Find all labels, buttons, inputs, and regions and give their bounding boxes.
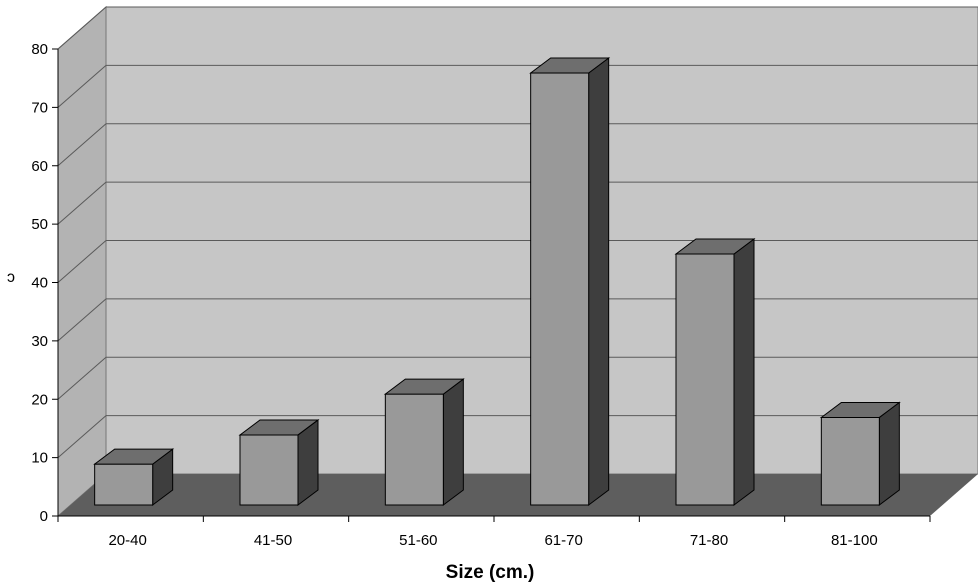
y-tick-label: 20 [31, 391, 48, 408]
bar-front [94, 463, 154, 506]
x-tick-label: 81-100 [831, 532, 878, 549]
bar-top [238, 419, 320, 436]
bar [238, 418, 320, 506]
x-tick-label: 71-80 [690, 532, 728, 549]
bar-side [733, 237, 755, 506]
axes [52, 48, 931, 522]
y-tick-label: 50 [31, 216, 48, 233]
y-tick-label: 70 [31, 99, 48, 116]
y-tick-labels: 0 10 20 30 40 50 60 70 80 [31, 41, 48, 525]
bar [529, 57, 611, 506]
bar-side [588, 57, 610, 506]
gridline-diagonal [57, 64, 107, 108]
bar-top [383, 378, 465, 395]
bar-front [384, 393, 444, 506]
y-axis-title: ɔ [7, 269, 15, 286]
bar-side [878, 401, 900, 506]
bar [819, 401, 901, 506]
bar [383, 378, 465, 506]
x-tick-labels: 20-40 41-50 51-60 61-70 71-80 81-100 [108, 532, 877, 549]
x-axis-title: Size (cm.) [446, 562, 535, 583]
bar-front [530, 72, 590, 506]
bar-front [820, 416, 880, 506]
y-tick-label: 30 [31, 333, 48, 350]
bar-top [529, 57, 611, 74]
y-tick-label: 60 [31, 158, 48, 175]
y-tick-label: 80 [31, 41, 48, 58]
y-tick-label: 0 [40, 508, 48, 525]
gridline-diagonal [57, 415, 107, 459]
x-tick-label: 41-50 [254, 532, 292, 549]
bar-front [675, 253, 735, 506]
gridline-diagonal [57, 298, 107, 342]
bars [93, 57, 901, 506]
x-tick-label: 61-70 [544, 532, 582, 549]
bar-front [239, 434, 299, 506]
bar-side [442, 378, 464, 506]
y-tick-label: 40 [31, 275, 48, 292]
bar-top [819, 401, 901, 418]
bar [93, 448, 175, 506]
bar-top [674, 238, 756, 255]
bar [674, 237, 756, 506]
x-tick-label: 20-40 [108, 532, 146, 549]
gridline-diagonal [57, 240, 107, 283]
y-tick-label: 10 [31, 450, 48, 467]
bar-top [93, 448, 175, 465]
gridline-diagonal [57, 6, 107, 50]
x-tick-label: 51-60 [399, 532, 437, 549]
gridline-diagonal [57, 123, 107, 167]
gridline-diagonal [57, 356, 107, 400]
gridline-diagonal [57, 181, 107, 225]
